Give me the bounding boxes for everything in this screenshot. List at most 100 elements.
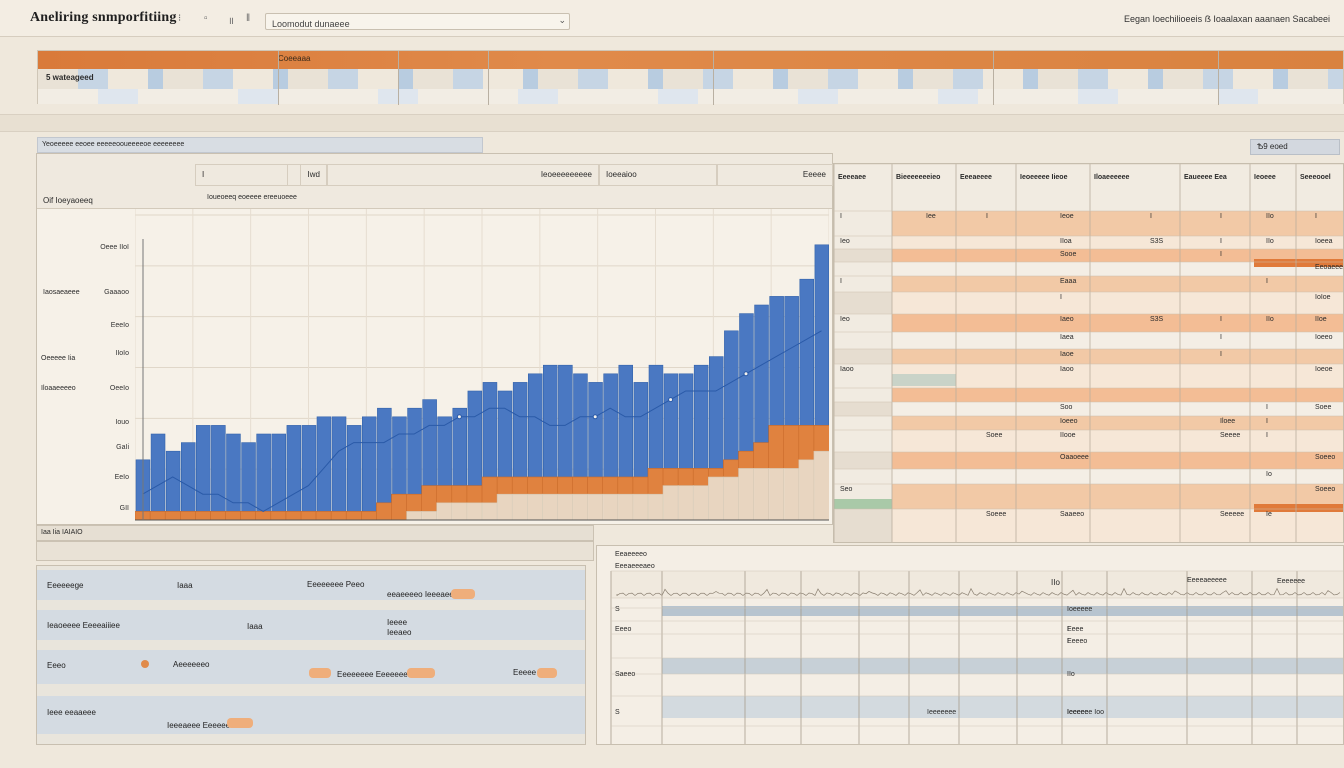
table-cell: I bbox=[1220, 334, 1222, 341]
summary-row[interactable]: Ieee eeaaeee Ieeeaeee Eeeeeeeo bbox=[37, 696, 585, 740]
table-cell: I bbox=[1266, 278, 1268, 285]
pause-icon[interactable]: ॥ bbox=[228, 16, 234, 27]
chevron-down-icon[interactable]: ⌄ bbox=[558, 15, 566, 25]
bar-blue bbox=[165, 450, 181, 521]
table-cell: Iee bbox=[926, 213, 936, 220]
bar-orange bbox=[164, 511, 181, 521]
orange-dot-icon bbox=[141, 660, 149, 668]
bar-orange bbox=[210, 511, 227, 521]
detail-band bbox=[662, 606, 1343, 616]
bar-blue bbox=[286, 425, 302, 521]
left-label: Oeeeee Iia bbox=[41, 355, 76, 362]
table-cell: S3S bbox=[1150, 238, 1164, 245]
bar-beige bbox=[406, 511, 423, 521]
table-cell: I bbox=[1150, 213, 1152, 220]
ribbon-orange-bar: Coeeaaa bbox=[38, 51, 1343, 69]
bar-orange bbox=[285, 511, 302, 521]
table-cell: Seeeee bbox=[1220, 511, 1245, 518]
bar-orange bbox=[225, 511, 242, 521]
app-title: Aneliring snmporfitiing bbox=[30, 10, 177, 25]
bar-blue bbox=[180, 442, 196, 521]
table-row-bg bbox=[892, 236, 1343, 249]
y-tick-label: OeeIo bbox=[109, 385, 129, 392]
table-header-cell[interactable]: Bieeeeeeeieo bbox=[896, 174, 941, 181]
table-row-bg bbox=[892, 402, 1343, 416]
y-tick-label: Oeee IIoI bbox=[100, 244, 129, 251]
table-header-cell[interactable]: Eeeeaee bbox=[838, 174, 867, 181]
summary-row[interactable]: Eeeeeege Iaaa Eeeeeeee Peeo eeaeeeeo Iee… bbox=[37, 570, 585, 606]
bar-beige bbox=[466, 502, 483, 521]
search-input[interactable] bbox=[266, 16, 558, 32]
table-cell: I bbox=[1060, 294, 1062, 301]
detail-band bbox=[662, 658, 1343, 674]
bar-orange bbox=[300, 511, 317, 521]
left-label: Iaosaeaeee bbox=[43, 289, 80, 296]
table-cell: I bbox=[1266, 418, 1268, 425]
summary-row[interactable]: Ieaoeeee Eeeeaiiiee Iaaa Ieeee Ieeaeo bbox=[37, 610, 585, 646]
top-right-status: Eegan Ioechilioeeis ẞ Ioaalaxan aaanaen … bbox=[1124, 14, 1330, 24]
summary-row[interactable]: Eeeo Aeeeeeeo Eeeeeeee Eeeeeeeeo Eeeee bbox=[37, 650, 585, 690]
table-cell: I bbox=[1220, 316, 1222, 323]
chart-header-cell[interactable]: Eeeee bbox=[717, 164, 833, 186]
table-cell: I bbox=[1220, 213, 1222, 220]
table-cell: I bbox=[1315, 213, 1317, 220]
table-header-cell[interactable]: Ieoeee bbox=[1254, 174, 1276, 181]
table-row-bg bbox=[892, 452, 1343, 469]
bar-chart bbox=[135, 209, 829, 524]
bar-blue bbox=[362, 416, 377, 521]
separator-band bbox=[0, 114, 1344, 132]
section-chip[interactable]: Ѣ9 eoed bbox=[1250, 139, 1340, 155]
chart-subheader-mid: Ioueoeeq eoeeee ereeuoeee bbox=[207, 194, 297, 201]
table-cell: Soeee bbox=[986, 511, 1007, 518]
y-tick-label: GII bbox=[119, 505, 129, 512]
bar-beige bbox=[572, 493, 589, 521]
detail-cell: Ieeeeeee bbox=[927, 709, 957, 716]
chart-header-cell[interactable]: Iwd bbox=[287, 164, 327, 186]
search-box[interactable]: ⌄ bbox=[265, 13, 570, 32]
table-header-cell[interactable]: Eeeaeeee bbox=[960, 174, 992, 181]
grid-icon[interactable]: ▫ bbox=[204, 13, 208, 24]
chart-header-cell[interactable]: I bbox=[195, 164, 301, 186]
summary-row-cell: Eeeeeeee Peeo bbox=[307, 580, 365, 589]
table-cell: I bbox=[840, 278, 842, 285]
table-cell: Ioeeo bbox=[1315, 334, 1333, 341]
menu-icon[interactable]: ⁝ bbox=[178, 13, 182, 24]
y-tick-label: EeeIo bbox=[110, 322, 129, 329]
bar-beige bbox=[436, 502, 453, 521]
bar-beige bbox=[602, 493, 619, 521]
ribbon-row[interactable] bbox=[38, 69, 1343, 89]
table-cell: I bbox=[840, 213, 842, 220]
bar-beige bbox=[723, 476, 740, 521]
ribbon-row-secondary[interactable] bbox=[38, 89, 1343, 104]
chart-header-cell[interactable]: Ioeeaioo bbox=[599, 164, 717, 186]
chart-header-cell[interactable]: Ieoeeeeeeeee bbox=[327, 164, 599, 186]
table-cell: Seeee bbox=[1220, 432, 1241, 439]
detail-cell: Saeeo bbox=[615, 671, 636, 678]
bar-orange bbox=[179, 511, 196, 521]
bar-blue bbox=[301, 425, 317, 521]
bar-orange bbox=[345, 511, 362, 521]
table-rowhead-bg bbox=[834, 349, 892, 364]
table-header-cell[interactable]: Iloaeeeeee bbox=[1094, 174, 1130, 181]
table-header-cell[interactable]: Eaueeee Eea bbox=[1184, 174, 1227, 181]
chart-subheader: Oif Ioeyaoeeq Ioueoeeq eoeeee ereeuoeee bbox=[37, 187, 832, 207]
detail-cell: Eeeo bbox=[615, 626, 632, 633]
bar-orange bbox=[194, 511, 211, 521]
bar-beige bbox=[647, 493, 664, 521]
table-cell: IIoa bbox=[1060, 238, 1072, 245]
list-icon[interactable]: ‖ bbox=[246, 13, 251, 24]
detail-cell: I bbox=[1067, 626, 1069, 633]
table-header-cell[interactable]: Seeeooel bbox=[1300, 174, 1331, 181]
y-tick-label: Gaaaoo bbox=[104, 289, 129, 296]
table-header-cell[interactable]: Ieoeeeee Iieoe bbox=[1020, 174, 1068, 181]
table-cell-highlight bbox=[834, 499, 892, 509]
table-row-bg bbox=[892, 314, 1343, 332]
bar-beige bbox=[677, 485, 694, 521]
table-body: Eeeeaee Bieeeeeeeieo Eeeaeeee Ieoeeeee Iieo… bbox=[834, 164, 1343, 542]
table-rowhead-bg bbox=[834, 402, 892, 416]
bar-beige bbox=[511, 493, 528, 521]
summary-panel: Eeeeeege Iaaa Eeeeeeee Peeo eeaeeeeo Iee… bbox=[36, 565, 586, 745]
bar-blue bbox=[256, 433, 271, 521]
table-cell: Seo bbox=[840, 486, 853, 493]
summary-row-cell: Ieeaeo bbox=[387, 628, 412, 637]
